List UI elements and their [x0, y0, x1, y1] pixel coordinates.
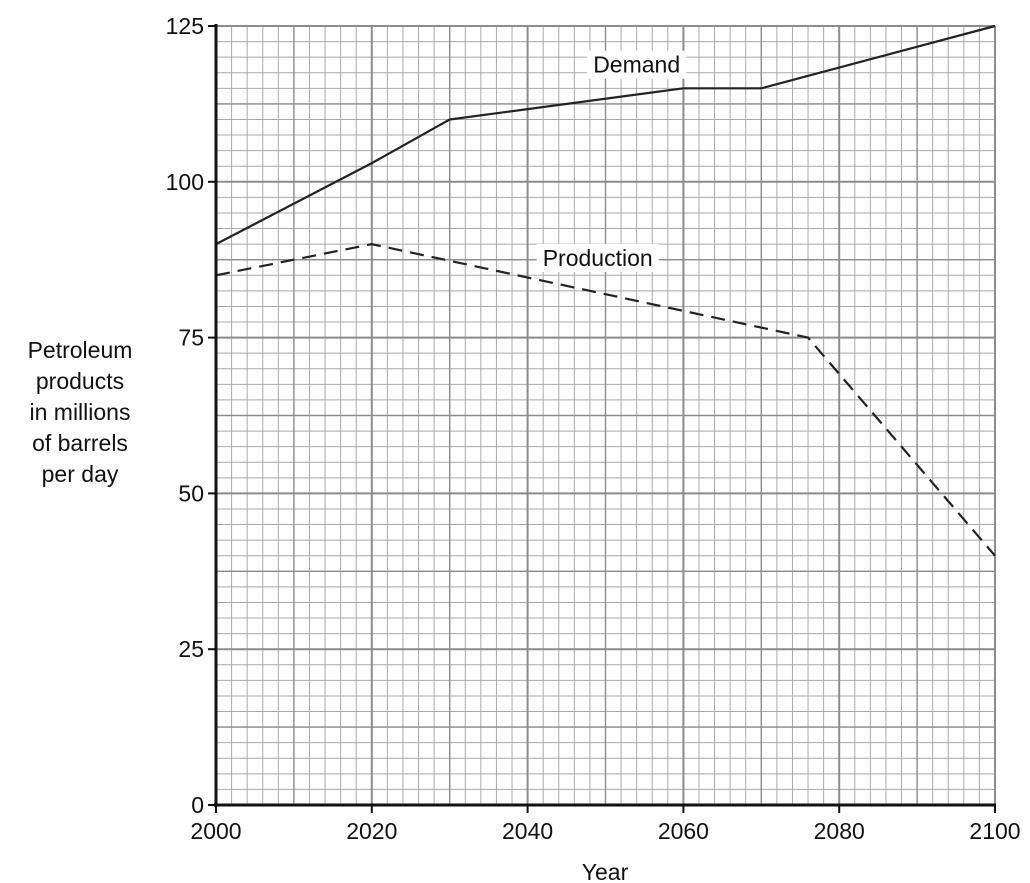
x-tick-label: 2080: [814, 818, 865, 844]
x-tick-label: 2020: [346, 818, 397, 844]
y-axis-title-line: of barrels: [32, 430, 128, 456]
series-lines: [215, 24, 996, 557]
series-label-demand: Demand: [593, 52, 680, 78]
x-tick-label: 2040: [502, 818, 553, 844]
y-axis-title: Petroleum products in millions of barrels pe…: [28, 337, 133, 487]
y-tick-labels: 0 25 50 75 100 125: [166, 13, 204, 818]
x-tick-label: 2060: [658, 818, 709, 844]
y-tick-label: 75: [178, 325, 204, 351]
series-labels: Demand Production: [536, 50, 687, 272]
x-axis-title: Year: [582, 859, 629, 883]
axes: [208, 24, 996, 813]
y-tick-label: 125: [166, 13, 204, 39]
y-tick-label: 25: [178, 636, 204, 662]
series-line-production: [215, 243, 996, 557]
series-label-group-demand: Demand: [587, 50, 687, 79]
y-axis-title-line: Petroleum: [28, 337, 133, 363]
y-axis-title-line: per day: [42, 461, 119, 487]
x-tick-labels: 2000 2020 2040 2060 2080 2100: [190, 818, 1020, 844]
series-line-demand: [215, 24, 996, 246]
series-label-background: [587, 50, 687, 79]
y-axis-title-line: in millions: [30, 399, 131, 425]
series-label-production: Production: [543, 245, 653, 271]
series-label-group-production: Production: [536, 243, 659, 272]
y-tick-label: 50: [178, 480, 204, 506]
x-tick-label: 2000: [190, 818, 241, 844]
series-label-background: [536, 243, 659, 272]
y-tick-label: 0: [191, 792, 204, 818]
x-tick-label: 2100: [969, 818, 1020, 844]
grid-major: [215, 25, 996, 806]
y-axis-title-line: products: [36, 368, 124, 394]
y-tick-label: 100: [166, 169, 204, 195]
